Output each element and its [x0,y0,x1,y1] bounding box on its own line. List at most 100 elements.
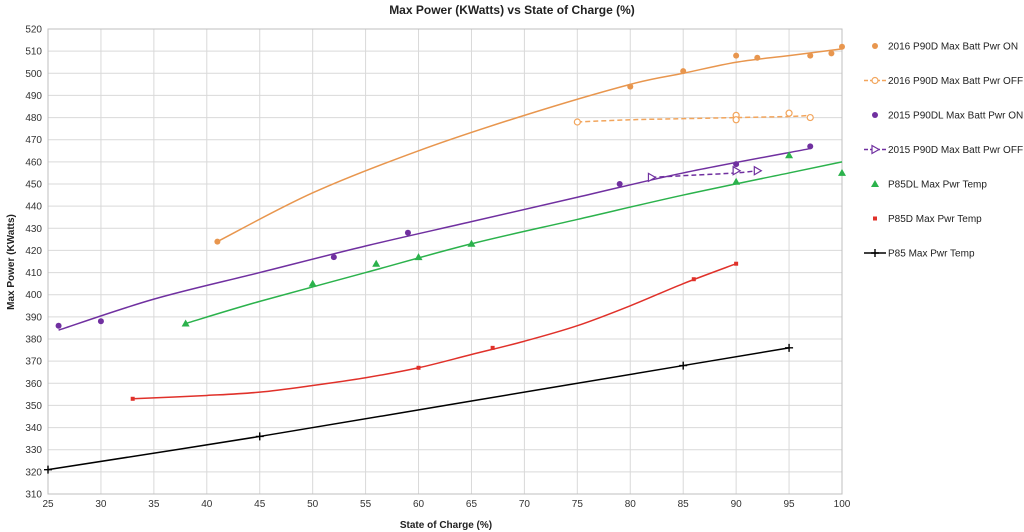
trend-line-p85d-max-pwr-temp [132,263,737,400]
x-tick-label: 40 [201,499,213,510]
data-point-2015-p90d-max-batt-pwr-off [753,165,763,176]
legend-marker [871,76,879,85]
data-point-2015-p90d-max-batt-pwr-off [647,172,657,183]
y-axis-label: Max Power (KWatts) [6,214,17,310]
data-point-2016-p90d-max-batt-pwr-off [573,118,581,126]
data-point-2015-p90d-max-batt-pwr-off [732,165,742,176]
data-point-p85d-max-pwr-temp [734,261,739,266]
y-tick-label: 450 [25,180,42,191]
trend-lines [47,48,843,471]
data-point-2016-p90d-max-batt-pwr-off [732,116,740,124]
data-point-2016-p90d-max-batt-pwr-on [214,238,221,245]
x-tick-label: 55 [360,499,372,510]
legend-label: 2015 P90D Max Batt Pwr OFF [888,145,1023,156]
data-point-p85dl-max-pwr-temp [181,319,190,327]
trend-line-2015-p90dl-max-batt-pwr-on [58,147,811,331]
y-tick-label: 370 [25,357,42,368]
legend-marker [871,249,879,257]
chart-title: Max Power (KWatts) vs State of Charge (%… [389,3,635,17]
y-tick-label: 360 [25,379,42,390]
data-point-2015-p90dl-max-batt-pwr-on [97,318,104,325]
trend-line-2016-p90d-max-batt-pwr-on [217,48,843,243]
y-tick-label: 480 [25,113,42,124]
data-point-p85d-max-pwr-temp [490,345,495,350]
legend-label: P85D Max Pwr Temp [888,214,982,225]
y-tick-label: 390 [25,312,42,323]
data-point-2015-p90dl-max-batt-pwr-on [616,181,623,187]
y-tick-label: 320 [25,467,42,478]
data-point-p85-max-pwr-temp [785,343,794,352]
data-point-p85dl-max-pwr-temp [467,239,476,247]
data-point-p85d-max-pwr-temp [416,365,421,370]
x-tick-label: 100 [834,499,851,510]
plot-grid [47,28,843,495]
x-tick-label: 70 [519,499,531,510]
x-tick-label: 30 [95,499,107,510]
data-point-p85dl-max-pwr-temp [785,151,794,159]
y-tick-label: 330 [25,445,42,456]
y-tick-label: 400 [25,290,42,301]
x-tick-label: 60 [413,499,425,510]
y-tick-label: 510 [25,47,42,58]
data-point-p85-max-pwr-temp [44,465,52,474]
data-points [44,43,846,474]
data-point-2016-p90d-max-batt-pwr-on [680,68,687,75]
data-point-2016-p90d-max-batt-pwr-on [733,52,740,59]
x-tick-label: 35 [148,499,160,510]
data-point-p85dl-max-pwr-temp [308,279,317,287]
legend-marker [872,43,878,49]
y-tick-label: 490 [25,91,42,102]
trend-line-2016-p90d-max-batt-pwr-off [577,114,811,123]
x-tick-label: 25 [42,499,54,510]
data-point-2015-p90dl-max-batt-pwr-on [404,229,411,236]
data-point-2015-p90dl-max-batt-pwr-on [55,322,62,329]
x-tick-label: 75 [572,499,584,510]
data-point-p85d-max-pwr-temp [130,396,135,401]
legend-label: 2016 P90D Max Batt Pwr OFF [888,76,1023,87]
data-point-2016-p90d-max-batt-pwr-on [627,83,634,90]
legend-marker [871,144,881,155]
data-point-2015-p90dl-max-batt-pwr-on [807,143,814,150]
legend-marker [873,216,877,221]
legend-marker [872,112,878,118]
data-point-p85dl-max-pwr-temp [414,253,423,261]
legend-label: P85DL Max Pwr Temp [888,180,987,191]
data-point-2016-p90d-max-batt-pwr-on [839,43,845,50]
legend-marker [871,180,879,187]
y-tick-label: 470 [25,135,42,146]
y-tick-label: 340 [25,423,42,434]
y-tick-label: 500 [25,69,42,80]
x-axis-label: State of Charge (%) [400,520,492,531]
y-tick-label: 460 [25,157,42,168]
data-point-2016-p90d-max-batt-pwr-on [754,54,761,61]
trend-line-2015-p90d-max-batt-pwr-off [651,169,758,179]
x-tick-label: 45 [254,499,266,510]
data-point-2016-p90d-max-batt-pwr-on [828,50,835,57]
x-tick-label: 65 [466,499,478,510]
x-tick-label: 95 [784,499,796,510]
y-tick-label: 430 [25,224,42,235]
data-point-p85-max-pwr-temp [679,361,688,370]
data-point-2016-p90d-max-batt-pwr-off [806,113,814,122]
data-point-2015-p90dl-max-batt-pwr-on [330,254,337,261]
data-point-2015-p90dl-max-batt-pwr-on [733,161,740,168]
y-tick-label: 420 [25,246,42,257]
data-point-2016-p90d-max-batt-pwr-on [807,52,814,59]
data-point-p85dl-max-pwr-temp [732,177,741,185]
x-tick-label: 85 [678,499,690,510]
y-tick-label: 410 [25,268,42,279]
trend-line-p85dl-max-pwr-temp [185,161,843,325]
x-tick-label: 90 [731,499,743,510]
data-point-p85d-max-pwr-temp [691,277,696,282]
plot-frame [47,28,843,495]
data-point-p85-max-pwr-temp [255,432,264,441]
y-tick-label: 440 [25,202,42,213]
legend-label: 2015 P90DL Max Batt Pwr ON [888,111,1023,122]
y-tick-label: 310 [25,490,42,501]
x-axis-ticks: 25 30 35 40 45 50 55 60 65 70 75 80 85 90 95 100 [42,499,850,510]
data-point-p85dl-max-pwr-temp [838,168,846,176]
y-tick-label: 350 [25,401,42,412]
legend: 2016 P90D Max Batt Pwr ON 2016 P90D Max B… [864,42,1023,260]
legend-label: 2016 P90D Max Batt Pwr ON [888,42,1018,53]
